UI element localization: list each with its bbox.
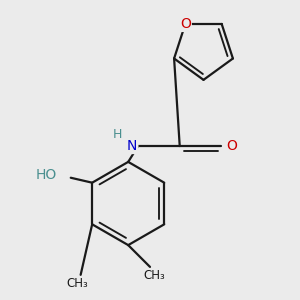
Text: N: N xyxy=(127,139,137,153)
Text: O: O xyxy=(180,17,191,31)
Text: O: O xyxy=(226,139,237,153)
Text: CH₃: CH₃ xyxy=(143,269,165,282)
Text: CH₃: CH₃ xyxy=(67,277,88,290)
Text: H: H xyxy=(113,128,122,141)
Text: HO: HO xyxy=(36,168,57,182)
